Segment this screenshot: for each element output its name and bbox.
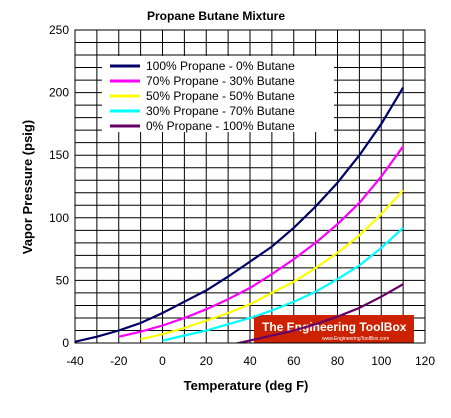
y-tick-labels: 0 50 100 150 200 250 [49, 23, 69, 350]
y-tick-label: 200 [49, 86, 69, 100]
x-tick-label: 100 [371, 354, 391, 368]
series-line-5 [234, 283, 404, 343]
watermark-logo: The Engineering ToolBox www.EngineeringT… [254, 315, 414, 343]
x-tick-labels: -40 -20 0 20 40 60 80 100 120 [66, 354, 435, 368]
x-tick-label: 40 [243, 354, 257, 368]
y-tick-label: 150 [49, 148, 69, 162]
y-tick-label: 100 [49, 211, 69, 225]
watermark-title: The Engineering ToolBox [262, 320, 407, 334]
x-tick-label: 120 [415, 354, 435, 368]
watermark-box [254, 315, 414, 343]
series-line-1 [75, 87, 405, 343]
y-tick-label: 50 [56, 273, 70, 287]
x-axis-label: Temperature (deg F) [184, 378, 309, 393]
legend-label-2: 70% Propane - 30% Butane [146, 74, 295, 88]
legend-label-1: 100% Propane - 0% Butane [146, 59, 295, 73]
legend-label-3: 50% Propane - 50% Butane [146, 89, 295, 103]
plot-frame [74, 29, 426, 344]
x-tick-label: -20 [110, 354, 128, 368]
x-tick-label: 20 [200, 354, 214, 368]
legend-label-5: 0% Propane - 100% Butane [146, 119, 295, 133]
x-tick-label: 80 [331, 354, 345, 368]
x-tick-label: 0 [159, 354, 166, 368]
watermark-url: www.EngineeringToolBox.com [322, 336, 389, 342]
series-line-3 [140, 189, 404, 341]
y-tick-label: 0 [62, 336, 69, 350]
y-axis-label: Vapor Pressure (psig) [20, 120, 35, 254]
x-tick-label: 60 [287, 354, 301, 368]
y-tick-label: 250 [49, 23, 69, 37]
x-tick-label: -40 [66, 354, 84, 368]
legend-background [102, 56, 334, 132]
series-layer [75, 87, 405, 343]
legend-label-4: 30% Propane - 70% Butane [146, 104, 295, 118]
chart-title: Propane Butane Mixture [147, 9, 285, 23]
series-line-2 [118, 145, 404, 338]
series-line-4 [162, 226, 404, 342]
